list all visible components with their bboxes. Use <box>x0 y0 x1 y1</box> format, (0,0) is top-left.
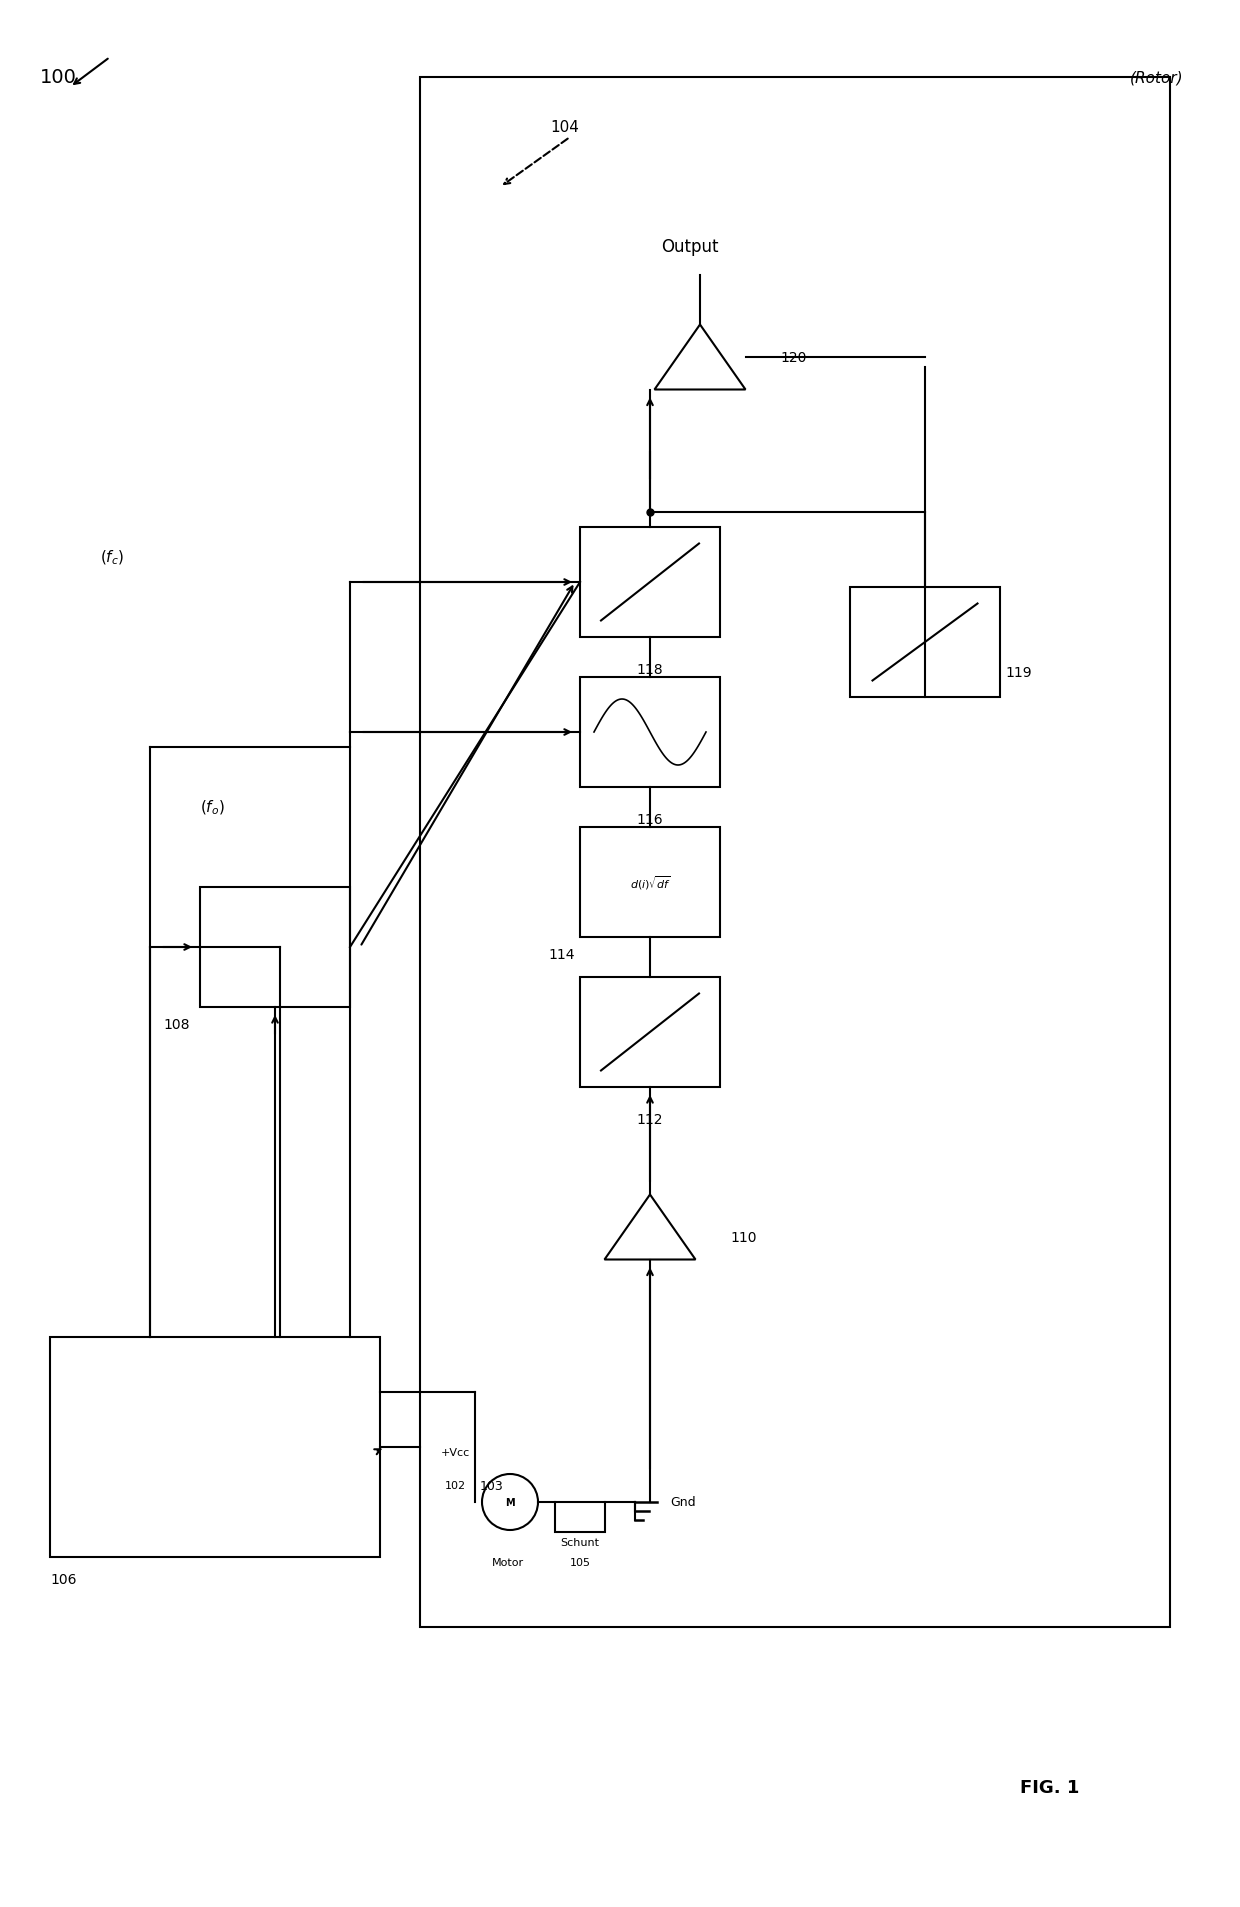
Text: (Rotor): (Rotor) <box>1130 71 1184 86</box>
Text: 110: 110 <box>730 1230 756 1245</box>
Text: $d(i)\sqrt{df}$: $d(i)\sqrt{df}$ <box>630 873 671 891</box>
Bar <box>580 978 720 1087</box>
Text: Output: Output <box>661 236 719 256</box>
Polygon shape <box>605 1196 696 1261</box>
Text: Gnd: Gnd <box>670 1495 696 1508</box>
Bar <box>580 528 720 637</box>
Text: 118: 118 <box>636 662 663 677</box>
Text: +Vcc: +Vcc <box>440 1447 470 1457</box>
Text: 103: 103 <box>480 1480 503 1491</box>
Bar <box>200 887 350 1007</box>
Text: 102: 102 <box>444 1480 465 1489</box>
Text: 106: 106 <box>50 1571 77 1587</box>
Bar <box>420 78 1171 1627</box>
Text: Schunt: Schunt <box>560 1537 599 1547</box>
Text: 112: 112 <box>637 1112 663 1127</box>
Text: 100: 100 <box>40 69 77 88</box>
Bar <box>556 1503 605 1531</box>
Polygon shape <box>655 326 745 391</box>
Text: 104: 104 <box>551 120 579 135</box>
Text: 105: 105 <box>569 1558 590 1568</box>
Text: 119: 119 <box>1004 666 1032 679</box>
Text: 116: 116 <box>636 812 663 826</box>
Text: FIG. 1: FIG. 1 <box>1021 1777 1080 1796</box>
Text: $(f_c)$: $(f_c)$ <box>100 549 124 566</box>
Text: $(f_o)$: $(f_o)$ <box>200 799 224 816</box>
Text: M: M <box>505 1497 515 1507</box>
Bar <box>50 1337 379 1558</box>
Text: Motor: Motor <box>492 1558 525 1568</box>
Bar <box>580 828 720 938</box>
Bar <box>580 677 720 788</box>
Text: 108: 108 <box>164 1018 190 1032</box>
Text: 114: 114 <box>548 948 575 961</box>
Text: 120: 120 <box>780 351 806 364</box>
Bar <box>849 587 999 698</box>
